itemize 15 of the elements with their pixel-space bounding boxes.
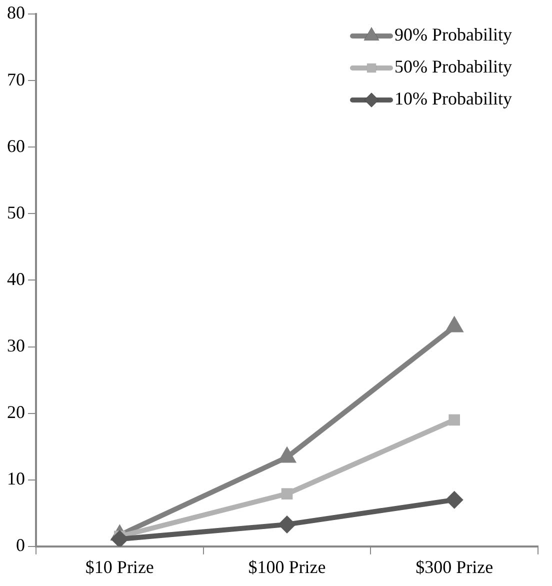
legend-label: 90% Probability [394, 24, 512, 45]
legend-label: 10% Probability [394, 88, 512, 109]
x-tick-label: $300 Prize [416, 556, 494, 577]
y-tick-label: 60 [7, 136, 25, 156]
y-tick-label: 20 [7, 402, 25, 422]
y-tick-label: 30 [7, 335, 25, 356]
y-tick-label: 0 [16, 535, 25, 556]
y-tick-label: 70 [7, 69, 25, 90]
x-tick-label: $10 Prize [85, 556, 154, 577]
y-tick-label: 10 [7, 468, 25, 489]
legend-label: 50% Probability [394, 56, 512, 77]
y-tick-label: 40 [7, 268, 25, 289]
x-tick-label: $100 Prize [248, 556, 326, 577]
y-tick-label: 80 [7, 2, 25, 23]
y-tick-label: 50 [7, 202, 25, 222]
